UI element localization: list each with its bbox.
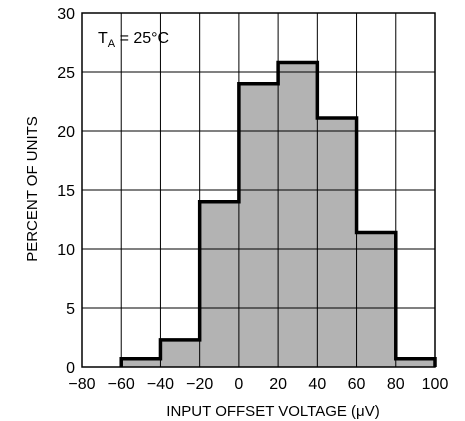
y-tick-label: 25	[57, 65, 75, 82]
x-tick-label: −40	[147, 376, 174, 393]
x-tick-label: 0	[234, 376, 243, 393]
histogram-bar	[199, 201, 239, 367]
x-tick-label: 80	[387, 376, 405, 393]
x-axis-title: INPUT OFFSET VOLTAGE (μV)	[166, 403, 379, 420]
x-tick-label: −60	[108, 376, 135, 393]
histogram-bar	[121, 358, 161, 367]
y-tick-label: 15	[57, 183, 75, 200]
histogram-bar	[317, 118, 357, 368]
histogram-outline	[119, 60, 437, 367]
y-tick-label: 5	[66, 301, 75, 318]
y-tick-label: 20	[57, 124, 75, 141]
x-tick-label: 100	[422, 376, 449, 393]
bars-layer	[121, 62, 435, 368]
x-tick-label: 20	[269, 376, 287, 393]
histogram-bar	[160, 339, 200, 367]
histogram-bar	[356, 232, 396, 367]
x-tick-label: 40	[308, 376, 326, 393]
x-tick-label: −20	[186, 376, 213, 393]
x-tick-label: 60	[348, 376, 366, 393]
histogram-bar	[395, 358, 435, 367]
temperature-annotation: TA = 25°C	[98, 30, 169, 50]
y-tick-labels: 0 5 10 15 20 25 30	[57, 6, 75, 377]
x-tick-label: −80	[68, 376, 95, 393]
y-axis-title: PERCENT OF UNITS	[24, 116, 41, 262]
histogram-bar	[238, 83, 279, 368]
x-tick-labels: −80 −60 −40 −20 0 20 40 60 80 100	[68, 376, 448, 393]
y-tick-label: 10	[57, 242, 75, 259]
plot-frame	[81, 12, 436, 368]
y-tick-label: 30	[57, 6, 75, 23]
y-tick-label: 0	[66, 360, 75, 377]
histogram-bar	[278, 62, 318, 368]
